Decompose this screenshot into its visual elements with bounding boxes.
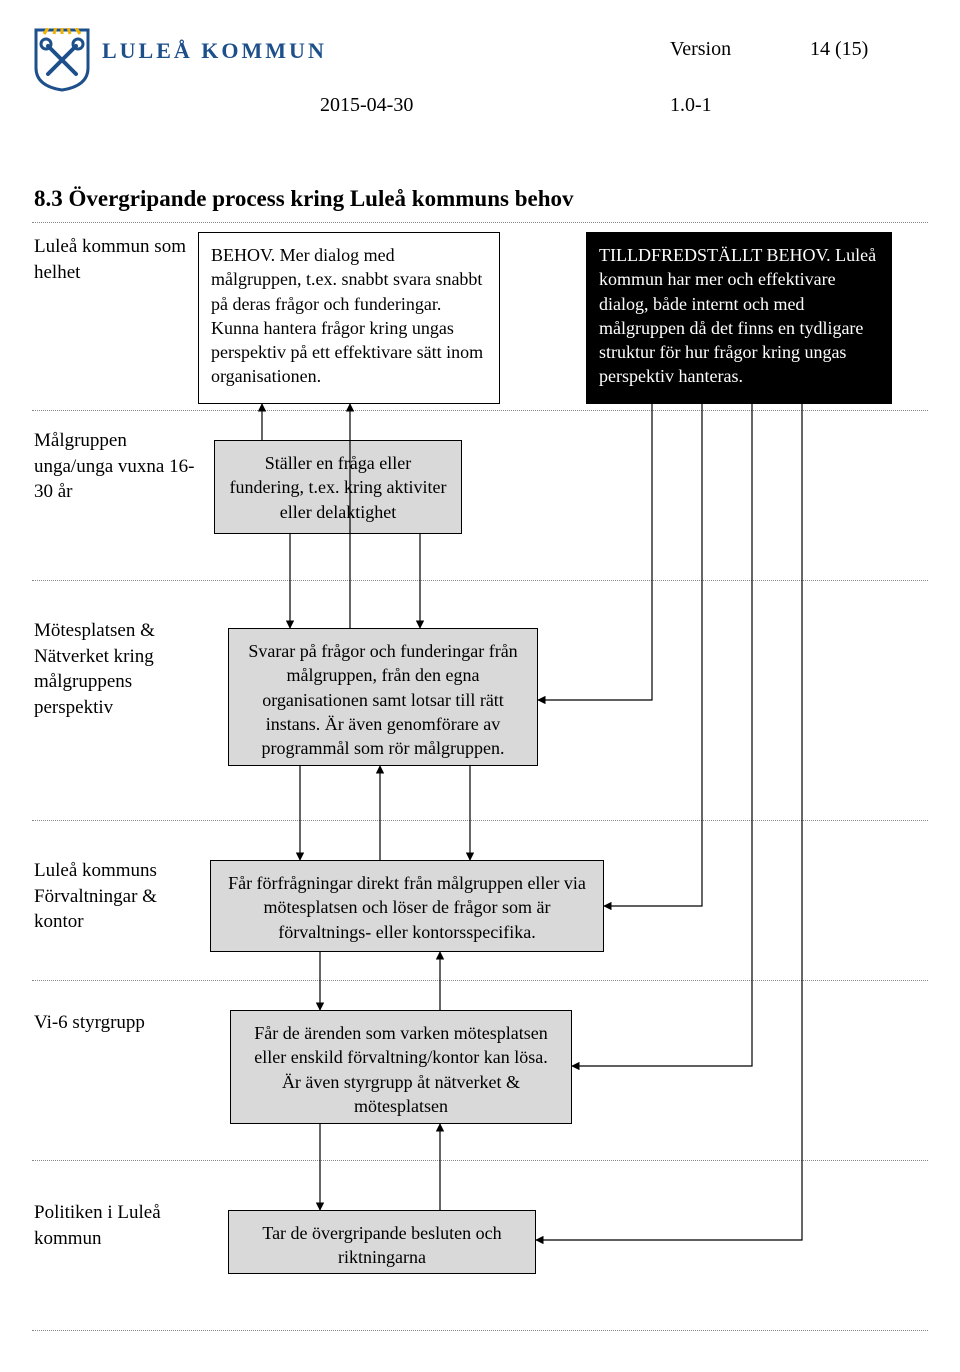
lane-divider <box>32 1330 928 1331</box>
box-behov: BEHOV. Mer dialog med målgruppen, t.ex. … <box>198 232 500 404</box>
box-fraga: Ställer en fråga eller fundering, t.ex. … <box>214 440 462 534</box>
lane-divider <box>32 410 928 411</box>
section-title: 8.3 Övergripande process kring Luleå kom… <box>34 186 574 212</box>
page-number: 14 (15) <box>810 38 868 61</box>
lane-label: Målgruppen unga/unga vuxna 16-30 år <box>34 428 199 505</box>
lane-divider <box>32 580 928 581</box>
lane-label: Luleå kommun som helhet <box>34 234 199 285</box>
box-politik: Tar de övergripande besluten och riktnin… <box>228 1210 536 1274</box>
page-root: LULEÅ KOMMUN Version 14 (15) 2015-04-30 … <box>0 0 960 1372</box>
box-svarar: Svarar på frågor och funderingar från må… <box>228 628 538 766</box>
box-tillfredstallt: TILLDFREDSTÄLLT BEHOV. Luleå kommun har … <box>586 232 892 404</box>
version-label: Version <box>670 38 731 61</box>
lane-label: Mötesplatsen & Nätverket kring målgruppe… <box>34 618 199 721</box>
lane-divider <box>32 820 928 821</box>
org-name: LULEÅ KOMMUN <box>102 38 327 64</box>
lane-divider <box>32 980 928 981</box>
lane-divider <box>32 222 928 223</box>
box-forvaltning: Får förfrågningar direkt från målgruppen… <box>210 860 604 952</box>
lane-label: Vi-6 styrgrupp <box>34 1010 199 1036</box>
doc-version: 1.0-1 <box>670 94 712 117</box>
org-logo <box>34 28 90 92</box>
lane-label: Luleå kommuns Förvaltningar & kontor <box>34 858 199 935</box>
lane-divider <box>32 1160 928 1161</box>
lane-label: Politiken i Luleå kommun <box>34 1200 199 1251</box>
doc-date: 2015-04-30 <box>320 94 413 117</box>
box-styrgrupp: Får de ärenden som varken mötesplatsen e… <box>230 1010 572 1124</box>
